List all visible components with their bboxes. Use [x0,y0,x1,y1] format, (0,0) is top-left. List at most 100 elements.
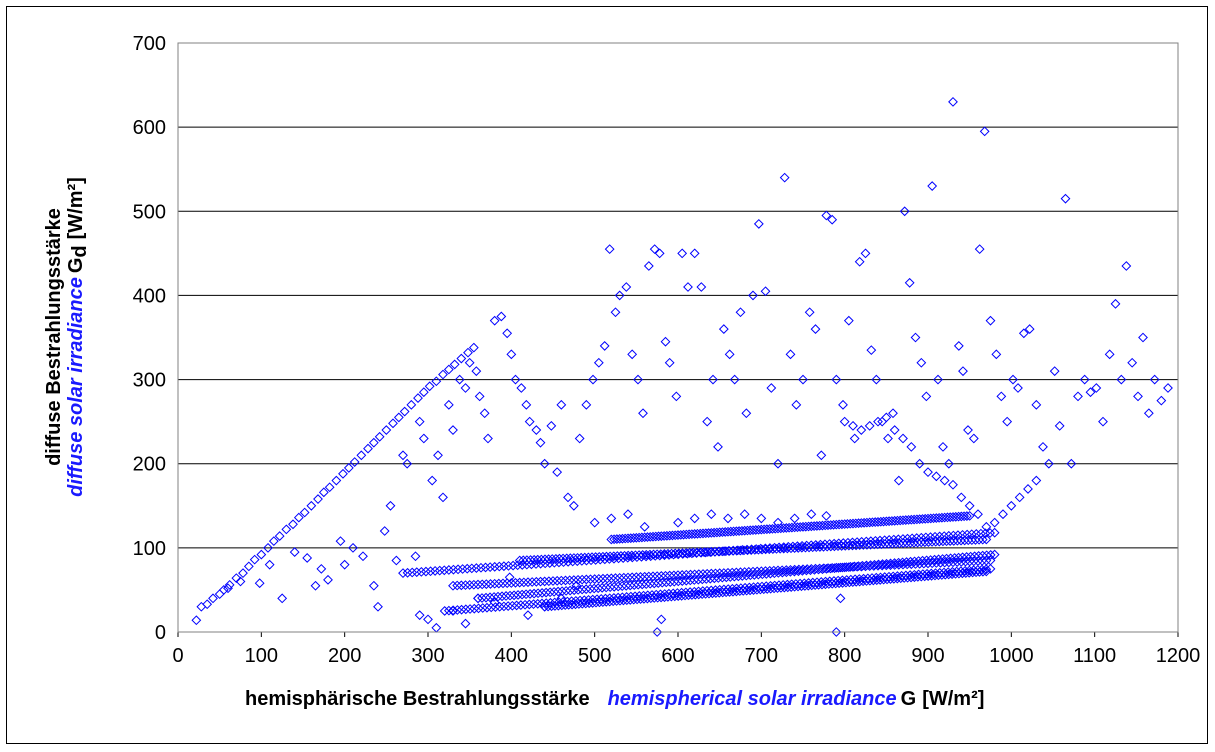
data-point [974,244,985,255]
data-point [953,341,964,351]
data-point [533,588,543,599]
data-point [618,572,629,583]
data-point [379,526,390,536]
data-point [941,536,952,547]
data-point [798,374,808,385]
data-point [468,579,479,590]
data-point [218,585,229,595]
data-point [443,364,454,375]
data-point [789,522,800,533]
data-point [511,600,522,611]
x-axis-title: hemisphärische Bestrahlungsstärke hemisph… [245,688,984,710]
data-point [729,374,740,385]
data-point [771,543,782,554]
data-point [959,511,970,522]
data-point [718,568,729,578]
data-point [274,531,285,541]
data-point [656,571,667,581]
data-point [689,575,700,585]
data-point [839,416,850,427]
data-point [1054,420,1065,431]
data-point [875,516,886,527]
data-point [223,583,233,594]
data-point [724,546,735,556]
data-point [407,567,418,578]
data-point [979,126,990,137]
data-point [498,601,509,612]
data-point [281,524,292,535]
data-point [564,575,575,586]
data-point [861,517,872,528]
data-point [702,416,713,427]
data-point [434,565,445,576]
data-point [477,579,488,590]
data-point [943,557,954,568]
data-point [939,475,950,486]
data-point [628,533,639,543]
data-point [289,547,300,557]
data-point [720,527,731,537]
data-point [702,568,713,579]
data-point [521,555,532,566]
data-point [933,374,943,385]
data-point [963,425,973,435]
data-point [789,543,800,553]
data-point [699,547,710,558]
data-point [903,514,914,525]
data-point [916,357,927,368]
data-point [513,590,523,600]
data-point [448,580,458,591]
data-point [268,536,279,547]
data-point [550,553,561,564]
data-point [739,525,750,536]
data-point [634,591,645,601]
svg-text:hemisphärische Bestrahlungsstä: hemisphärische Bestrahlungsstärke hemisph… [245,688,984,710]
data-point [956,511,967,522]
data-point [393,412,404,423]
data-point [556,593,567,604]
data-point [684,547,695,558]
x-tick-label: 0 [172,645,183,667]
data-point [845,518,856,529]
data-point [854,256,865,267]
data-point [854,540,865,551]
data-point [901,538,912,548]
data-point [910,332,921,343]
data-point [746,545,757,555]
data-point [893,534,904,545]
data-point [803,521,814,532]
data-point [898,433,908,444]
data-point [831,374,842,385]
data-point [985,550,996,560]
data-point [881,560,892,571]
data-point [604,244,615,255]
data-point [614,572,625,583]
data-point [433,450,443,461]
data-point [485,579,496,589]
data-point [818,563,829,574]
data-point [590,552,601,562]
data-point [889,425,900,435]
data-point [224,579,235,590]
x-tick-label: 100 [245,645,278,667]
data-point [953,552,964,563]
data-point [602,573,613,584]
data-point [689,248,700,259]
data-point [702,585,712,596]
data-point [639,532,650,543]
data-point [439,565,450,576]
data-point [741,408,752,419]
data-point [966,535,977,546]
data-point [888,408,898,419]
data-point [864,517,875,528]
data-point [963,535,974,546]
data-point [728,545,739,556]
data-point [904,277,915,288]
data-point [919,537,930,548]
data-point [696,282,707,292]
data-point [815,542,825,552]
data-point [778,579,789,590]
data-point [549,586,560,597]
data-point [956,556,967,567]
data-point [906,514,917,525]
